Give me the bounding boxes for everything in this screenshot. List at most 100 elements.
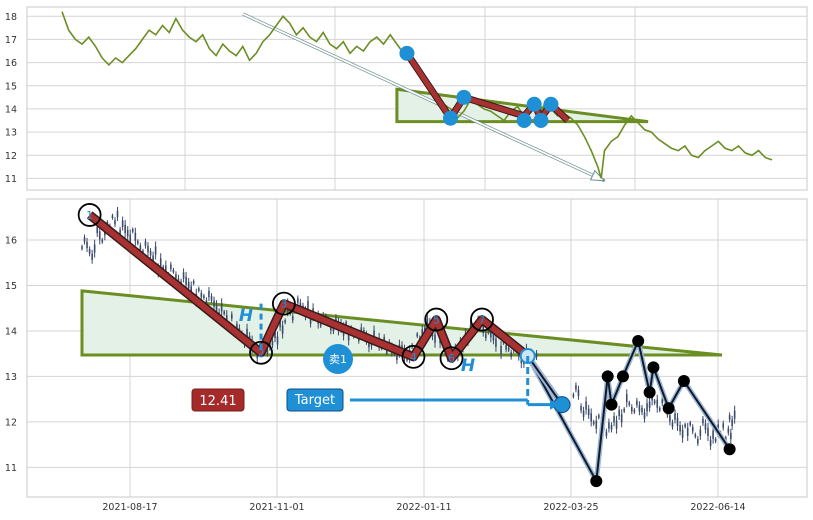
overview-y-tick-18: 18 (5, 12, 17, 23)
detail-tail-candle-body-2-2 (592, 421, 595, 425)
target-button-bg[interactable] (286, 388, 344, 412)
detail-candle-body-16-0 (203, 295, 205, 299)
detail-candle-body-10-2 (162, 266, 165, 270)
detail-candle-body-55-0 (500, 345, 502, 355)
detail-tail-candle-body-14-1 (681, 429, 684, 438)
h-label-right: H (461, 356, 475, 376)
price-label-bg (191, 388, 245, 412)
detail-tail-candle-body-0-2 (577, 389, 580, 396)
detail-x-tick-1: 2021-11-01 (249, 502, 304, 513)
detail-candle-body-38-1 (373, 330, 375, 339)
detail-candle-body-5-0 (119, 229, 121, 235)
detail-tail-candle-body-2-1 (590, 413, 592, 422)
detail-candle-body-0-2 (86, 241, 88, 249)
overview-marker-5 (533, 113, 549, 129)
detail-y-tick-16: 16 (5, 235, 17, 246)
detail-candle-body-27-2 (291, 315, 294, 321)
detail-candle-body-44-2 (421, 329, 424, 336)
detail-candle-body-2-1 (98, 231, 101, 240)
overview-y-tick-12: 12 (5, 151, 17, 162)
price-label-box: 12.41 (191, 388, 245, 412)
sell-marker-label: 卖1 (329, 353, 347, 366)
detail-projection-line (526, 355, 563, 406)
detail-tail-candle-body-21-2 (733, 410, 736, 419)
detail-annotations (259, 303, 560, 410)
detail-candle-body-0-1 (83, 237, 86, 242)
detail-tail-candle-body-21-1 (731, 419, 733, 426)
detail-tail-candle-body-0-1 (575, 385, 577, 390)
detail-candle-body-29-2 (307, 300, 309, 310)
detail-projection-dots (525, 334, 736, 488)
detail-tail-candle-body-14-0 (679, 425, 681, 432)
detail-pivot-circle-1 (77, 203, 102, 227)
detail-tail-candle-body-1-0 (580, 406, 582, 411)
detail-candle-body-11-2 (170, 264, 172, 270)
detail-candle-body-1-1 (91, 253, 93, 260)
overview-y-tick-labels: 11 12 13 14 15 16 17 18 (5, 12, 17, 185)
detail-projection-dot-9 (723, 443, 736, 456)
detail-tail-candle-body-7-2 (630, 406, 633, 412)
detail-tail-candle-body-4-2 (608, 422, 610, 429)
detail-candle-body-24-1 (266, 349, 269, 355)
detail-tail-candle-body-13-1 (674, 413, 676, 420)
overview-trend-arrow (242, 12, 606, 183)
detail-candle-body-9-1 (152, 255, 154, 262)
detail-candle-body-34-2 (345, 321, 347, 325)
overview-y-tick-15: 15 (5, 81, 17, 92)
detail-candle-body-54-0 (492, 334, 495, 341)
detail-candle-body-2-0 (96, 226, 99, 234)
detail-tail-candle-body-3-1 (598, 415, 600, 418)
detail-tail-candle-body-5-0 (610, 425, 613, 430)
detail-tail-candle-body-13-2 (676, 417, 679, 426)
detail-tail-candle-body-8-1 (636, 400, 638, 406)
detail-tail-candle-body-6-0 (618, 409, 620, 416)
detail-candle-body-17-2 (215, 305, 218, 314)
detail-candle-body-11-0 (165, 265, 167, 274)
target-button[interactable]: Target (286, 388, 344, 412)
detail-frame (26, 198, 808, 498)
overview-marker-2 (456, 89, 472, 105)
detail-projection-dot-4 (632, 334, 645, 347)
detail-candle-body-45-1 (426, 318, 429, 325)
detail-candle-body-10-1 (159, 258, 162, 267)
detail-candle-body-2-2 (101, 239, 104, 243)
detail-pivot-label-2: 2 (258, 347, 265, 360)
detail-candle-body-39-2 (383, 336, 385, 342)
detail-x-tick-3: 2022-03-25 (543, 502, 598, 513)
overview-y-tick-14: 14 (5, 104, 17, 115)
detail-candle-body-5-2 (124, 224, 126, 234)
overview-marker-3 (516, 113, 532, 129)
sell-marker-circle (323, 344, 353, 374)
detail-candle-body-18-2 (223, 311, 225, 315)
overview-arrow-body (242, 13, 605, 182)
detail-candle-body-1-0 (88, 249, 91, 254)
detail-projection-dot-0 (590, 475, 603, 488)
target-button-label[interactable]: Target (294, 393, 335, 408)
detail-tail-candle-body-16-2 (699, 429, 702, 437)
detail-candle-body-36-2 (360, 327, 363, 334)
detail-projection-dot-6 (647, 361, 660, 374)
detail-projection-dot-8 (677, 374, 690, 387)
price-label-text: 12.41 (199, 394, 236, 409)
detail-tail-candle-body-6-1 (620, 414, 623, 423)
detail-projection-dot-2 (605, 398, 618, 411)
detail-candle-body-12-1 (175, 274, 177, 279)
detail-tail-candle-body-6-2 (623, 408, 625, 412)
detail-y-tick-12: 12 (5, 417, 17, 428)
detail-candle-body-33-0 (332, 326, 335, 332)
detail-candle-body-15-1 (198, 288, 200, 291)
detail-tail-candle-body-14-2 (684, 424, 686, 427)
detail-pivot-circle-5 (424, 307, 449, 332)
detail-candle-body-40-0 (385, 350, 388, 354)
detail-pivot-label-1: 1 (86, 209, 93, 222)
detail-tail-candle-body-9-0 (641, 407, 643, 413)
detail-projection-dot-7 (662, 402, 675, 415)
overview-y-tick-16: 16 (5, 58, 17, 69)
detail-candle-body-35-0 (347, 332, 350, 341)
detail-candle-body-17-1 (213, 300, 215, 307)
detail-candle-body-42-2 (406, 357, 408, 361)
detail-candle-body-15-2 (200, 292, 203, 298)
detail-pivot-label-4: 4 (410, 351, 417, 364)
detail-candle-body-6-0 (126, 229, 129, 237)
detail-candle-body-56-1 (510, 352, 512, 357)
